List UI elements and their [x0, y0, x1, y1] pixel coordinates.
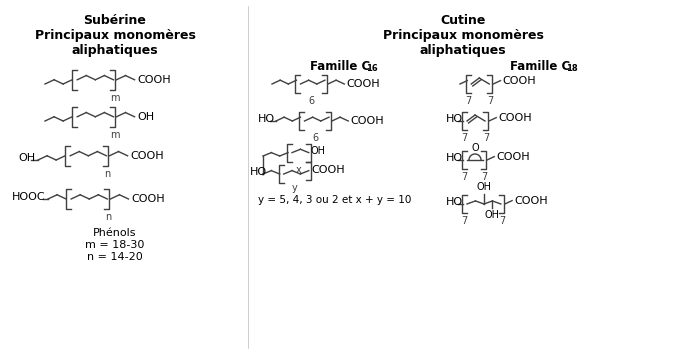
Text: HO: HO [446, 114, 463, 124]
Text: COOH: COOH [131, 151, 164, 161]
Text: COOH: COOH [496, 152, 530, 162]
Text: Subérine
Principaux monomères
aliphatiques: Subérine Principaux monomères aliphatiqu… [35, 14, 195, 57]
Text: COOH: COOH [138, 75, 171, 85]
Text: COOH: COOH [312, 164, 345, 175]
Text: x: x [296, 164, 302, 175]
Text: y = 5, 4, 3 ou 2 et x + y = 10: y = 5, 4, 3 ou 2 et x + y = 10 [258, 195, 412, 205]
Text: Famille C: Famille C [510, 60, 570, 73]
Text: 7: 7 [481, 172, 487, 182]
Text: 7: 7 [461, 172, 467, 182]
Text: OH: OH [311, 146, 325, 156]
Text: OH: OH [477, 182, 492, 192]
Text: Phénols: Phénols [94, 228, 137, 238]
Text: COOH: COOH [502, 75, 536, 86]
Text: 6: 6 [308, 96, 315, 106]
Text: HO: HO [446, 153, 463, 163]
Text: n = 14-20: n = 14-20 [87, 252, 143, 262]
Text: 7: 7 [487, 96, 494, 106]
Text: m: m [110, 93, 119, 103]
Text: HO: HO [446, 197, 463, 207]
Text: HO: HO [258, 114, 275, 124]
Text: HO: HO [250, 167, 267, 177]
Text: 18: 18 [566, 64, 578, 73]
Text: n: n [104, 169, 111, 179]
Text: COOH: COOH [514, 195, 548, 206]
Text: 16: 16 [366, 64, 378, 73]
Text: O: O [471, 143, 479, 153]
Text: HOOC: HOOC [12, 192, 45, 202]
Text: m = 18-30: m = 18-30 [85, 240, 144, 250]
Text: COOH: COOH [498, 112, 532, 122]
Text: COOH: COOH [346, 79, 380, 89]
Text: Cutine
Principaux monomères
aliphatiques: Cutine Principaux monomères aliphatiques [382, 14, 544, 57]
Text: 7: 7 [461, 216, 467, 226]
Text: COOH: COOH [132, 194, 165, 204]
Text: n: n [105, 212, 111, 222]
Text: 7: 7 [465, 96, 471, 106]
Text: y: y [292, 183, 298, 193]
Text: 7: 7 [483, 133, 489, 143]
Text: 7: 7 [499, 216, 505, 226]
Text: OH: OH [138, 112, 155, 122]
Text: OH: OH [485, 210, 500, 220]
Text: m: m [110, 130, 119, 140]
Text: 7: 7 [461, 133, 467, 143]
Text: COOH: COOH [351, 116, 384, 126]
Text: Famille C: Famille C [310, 60, 370, 73]
Text: 6: 6 [312, 133, 318, 143]
Text: OH: OH [18, 153, 35, 163]
